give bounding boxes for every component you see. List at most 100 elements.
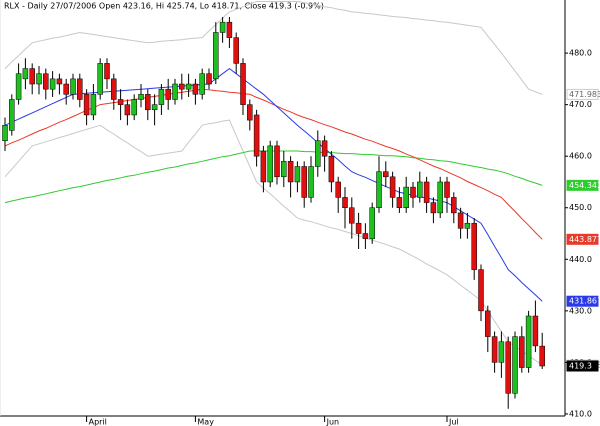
last-value-label-box	[566, 233, 599, 245]
candle-body	[437, 181, 443, 214]
candle-body	[525, 315, 532, 368]
y-tick-label: 450.0	[569, 203, 592, 212]
candle-body	[199, 73, 205, 95]
last-value-label: 471.983	[569, 90, 600, 99]
candle-body	[417, 181, 423, 198]
candle-body	[267, 145, 273, 183]
candle-body	[396, 197, 403, 208]
x-tick-label: Jul	[448, 418, 459, 426]
candle-body	[539, 345, 545, 367]
candle-body	[498, 341, 505, 363]
candle-body	[485, 310, 491, 337]
candle-body	[342, 197, 348, 208]
last-close-label-box	[566, 360, 599, 372]
candle-body	[451, 197, 457, 214]
candle-body	[22, 68, 29, 80]
indicator-line	[4, 150, 543, 204]
last-value-label-box	[566, 88, 599, 100]
candle-body	[464, 222, 471, 229]
candle-body	[158, 88, 165, 105]
candle-body	[430, 202, 437, 214]
candle-body	[308, 166, 314, 198]
candle-body	[9, 99, 15, 131]
candle-body	[519, 336, 525, 368]
y-tick-label: 430.0	[569, 306, 592, 315]
candle-body	[294, 166, 301, 183]
y-tick-label: 410.0	[569, 409, 592, 418]
candle-body	[111, 78, 117, 100]
candle-body	[328, 155, 335, 183]
x-tick-label: April	[89, 418, 107, 426]
candle-body	[369, 207, 375, 239]
x-tick-label: May	[197, 418, 214, 426]
candle-body	[349, 207, 355, 224]
candle-body	[179, 83, 185, 90]
last-value-label: 454.343	[569, 181, 600, 190]
candle-body	[70, 78, 76, 95]
candle-body	[274, 145, 280, 178]
candle-body	[247, 104, 253, 121]
last-value-label-box	[566, 179, 599, 191]
candle-body	[117, 99, 124, 105]
candle-body	[383, 171, 389, 178]
candle-body	[83, 94, 90, 116]
candle-body	[478, 269, 484, 312]
candle-body	[471, 222, 477, 270]
candle-body	[192, 83, 199, 95]
x-tick-label: Jun	[326, 418, 340, 426]
candle-body	[49, 78, 56, 90]
candle-body	[233, 37, 239, 64]
candle-body	[97, 63, 103, 95]
candle-body	[532, 315, 539, 347]
candle-body	[423, 181, 430, 203]
candle-body	[457, 212, 464, 229]
candle-body	[505, 341, 511, 394]
candle-body	[355, 222, 362, 234]
candle-body	[185, 83, 192, 90]
candle-body	[56, 78, 63, 85]
y-tick-label: 480.0	[569, 49, 592, 58]
candle-body	[172, 83, 178, 100]
candle-body	[124, 104, 131, 116]
candle-body	[281, 161, 287, 178]
candle-body	[43, 73, 49, 90]
last-value-label: 443.877	[569, 235, 600, 244]
candle-body	[90, 94, 97, 116]
candle-body	[389, 176, 396, 198]
chart-title: RLX - Daily 27/07/2006 Open 423.16, Hi 4…	[4, 2, 324, 11]
candle-body	[36, 73, 42, 85]
candle-body	[29, 68, 35, 85]
candle-body	[219, 21, 226, 33]
candle-body	[362, 233, 369, 239]
candle-body	[145, 94, 151, 111]
candle-body	[315, 140, 321, 167]
indicator-line	[4, 1, 543, 95]
candle-body	[253, 114, 260, 157]
candle-body	[321, 140, 328, 157]
candle-body	[444, 181, 450, 198]
candle-body	[226, 21, 233, 38]
candle-body	[376, 171, 382, 208]
candle-body	[403, 186, 409, 208]
candle-body	[213, 32, 219, 80]
candle-body	[410, 186, 416, 198]
last-close-label: 419.3	[569, 361, 592, 370]
candle-body	[104, 63, 110, 80]
candle-body	[491, 336, 498, 363]
indicator-line	[4, 119, 543, 366]
candle-body	[138, 94, 144, 100]
candle-body	[63, 83, 69, 95]
candle-body	[15, 73, 22, 100]
candle-body	[77, 78, 83, 100]
y-tick-label: 460.0	[569, 152, 592, 161]
candle-body	[131, 99, 137, 116]
last-value-label-box	[566, 295, 599, 307]
candle-body	[287, 161, 294, 183]
candle-body	[206, 73, 212, 85]
y-tick-label: 440.0	[569, 255, 592, 264]
candle-body	[240, 63, 246, 105]
candle-body	[260, 150, 267, 183]
candle-body	[335, 181, 341, 198]
candle-body	[301, 166, 307, 198]
